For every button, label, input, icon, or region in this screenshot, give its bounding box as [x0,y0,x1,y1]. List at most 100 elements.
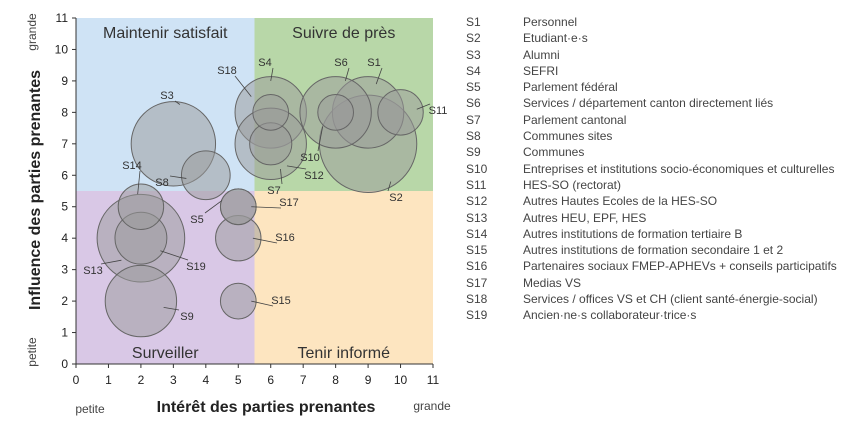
legend-row: S6 Services / département canton directem… [466,95,846,111]
bubble-leader-s1 [375,67,383,85]
bubble-leader-s5 [204,200,223,214]
x-tick-label: 3 [170,373,177,387]
y-tick-label: 9 [61,74,68,88]
legend-row: S15 Autres institutions de formation seco… [466,242,846,258]
y-high-label: grande [25,13,39,51]
legend-label: Entreprises et institutions socio-économ… [523,161,835,176]
bubble-s10 [317,94,354,131]
legend-row: S12 Autres Hautes Ecoles de la HES-SO [466,193,846,209]
bubble-leader-s18 [234,75,252,97]
x-tick-label: 10 [394,373,408,387]
legend-label: Partenaires sociaux FMEP-APHEVs + consei… [523,259,837,274]
quadrant-label: Suivre de près [292,25,395,42]
y-tick-label: 11 [56,11,69,25]
bubble-leader-s4 [270,67,274,81]
bubble-label-s11: S11 [429,105,448,117]
y-tick-label: 1 [61,326,68,340]
x-tick-label: 0 [73,373,80,387]
legend-code: S15 [466,243,488,258]
legend-label: SEFRI [523,63,559,78]
x-high-label: grande [413,399,451,413]
legend-row: S2 Etudiant·e·s [466,30,846,46]
legend-row: S3 Alumni [466,47,846,63]
legend-code: S19 [466,308,488,323]
legend-row: S18 Services / offices VS et CH (client s… [466,291,846,307]
x-tick-label: 2 [138,373,145,387]
bubble-leader-s19 [160,250,189,261]
legend-code: S5 [466,80,481,95]
bubble-label-s15: S15 [271,295,291,307]
y-tick-label: 8 [61,105,68,119]
bubble-label-s5: S5 [190,214,203,226]
bubble-label-s9: S9 [180,311,193,323]
quadrant-label: Surveiller [132,345,199,362]
legend-code: S10 [466,161,488,176]
bubble-leader-s2 [387,181,392,192]
legend-row: S5 Parlement fédéral [466,79,846,95]
y-tick-label: 3 [61,263,68,277]
bubble-leader-s7 [280,168,283,185]
bubble-s15 [219,282,257,320]
bubble-leader-s9 [163,306,180,311]
y-tick-label: 4 [61,231,68,245]
bubble-s14 [117,183,165,230]
bubble-leader-s17 [251,206,282,209]
legend-row: S11 HES-SO (rectorat) [466,177,846,193]
bubble-label-s4: S4 [258,57,271,69]
bubble-label-s6: S6 [334,57,347,69]
bubble-leader-s10 [317,126,324,152]
bubble-label-s19: S19 [186,261,206,273]
bubble-label-s12: S12 [304,170,324,182]
bubble-leader-s15 [251,300,274,307]
bubble-label-s7: S7 [267,185,280,197]
legend-code: S16 [466,259,488,274]
bubble-leader-s6 [344,67,350,82]
bubble-leader-s11 [416,103,431,110]
legend-row: S16 Partenaires sociaux FMEP-APHEVs + con… [466,258,846,274]
bubble-label-s16: S16 [275,232,295,244]
y-tick-label: 10 [55,42,69,56]
bubble-label-s10: S10 [300,152,320,164]
bubble-s17 [219,188,257,226]
bubble-label-s1: S1 [367,57,380,69]
legend-label: Communes sites [523,129,613,144]
legend-label: Communes [523,145,585,160]
bubble-leader-s13 [100,259,122,265]
y-tick-label: 7 [61,137,68,151]
legend-label: Etudiant·e·s [523,31,588,46]
legend-label: Personnel [523,15,578,29]
bubble-s11 [377,89,424,136]
legend-label: HES-SO (rectorat) [523,177,622,192]
legend-label: Medias VS [523,275,582,290]
legend-code: S2 [466,31,481,46]
legend-row: S10 Entreprises et institutions socio-éco… [466,161,846,177]
bubble-s8 [180,150,231,201]
x-tick-label: 8 [332,373,339,387]
stakeholder-bubble-chart: Maintenir satisfait Suivre de près Surveil… [25,11,451,416]
legend-code: S17 [466,275,488,290]
legend-label: Alumni [523,47,560,62]
y-tick-label: 0 [61,357,68,371]
bubble-leader-s14 [137,170,141,195]
legend-code: S18 [466,292,488,307]
bubble-leader-s8 [169,175,187,179]
legend-row: S19 Ancien·ne·s collaborateur·trice·s [466,307,846,323]
legend-label: Autres institutions de formation tertiai… [523,226,743,241]
quadrant-bottom-right [254,191,433,364]
bubble-label-s8: S8 [155,177,168,189]
legend-row: S9 Communes [466,144,846,160]
bubble-s18 [252,94,290,131]
legend-label: Services / offices VS et CH (client sant… [523,292,818,307]
y-low-label: petite [25,337,39,367]
legend-code: S6 [466,96,481,111]
bubble-label-s18: S18 [217,65,237,77]
legend-code: S4 [466,63,481,78]
x-tick-label: 4 [202,373,209,387]
y-tick-label: 2 [61,294,68,308]
bubble-label-s17: S17 [279,197,299,209]
bubble-leader-s3 [174,100,181,105]
bubble-label-s14: S14 [122,160,142,172]
y-tick-label: 6 [61,168,68,182]
legend-row: S8 Communes sites [466,128,846,144]
legend-code: S7 [466,112,481,127]
